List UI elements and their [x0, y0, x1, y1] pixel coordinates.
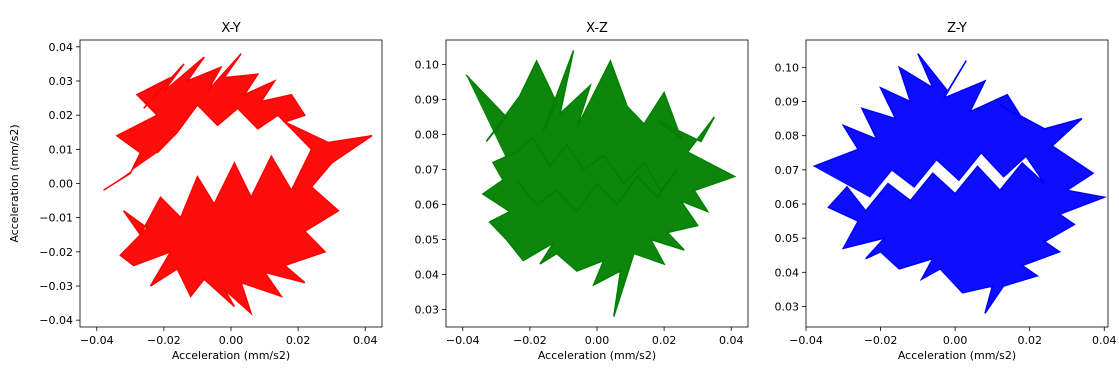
- x-tick-label: −0.02: [147, 334, 181, 347]
- y-tick-label: 0.08: [775, 130, 800, 143]
- y-tick-label: 0.09: [775, 96, 800, 109]
- series-0-core: [466, 50, 735, 317]
- y-tick-label: 0.04: [775, 266, 800, 279]
- y-tick-label: 0.04: [49, 41, 74, 54]
- y-tick-label: 0.05: [775, 232, 800, 245]
- x-tick-label: 0.04: [353, 334, 378, 347]
- x-tick-label: 0.04: [719, 334, 744, 347]
- x-tick-label: −0.04: [789, 334, 823, 347]
- y-tick-label: 0.03: [49, 75, 74, 88]
- y-tick-label: −0.02: [39, 246, 73, 259]
- x-tick-label: −0.04: [80, 334, 114, 347]
- x-tick-label: 0.04: [1092, 334, 1117, 347]
- y-tick-label: 0.01: [49, 143, 74, 156]
- chart-panel-z-y: −0.04 −0.02 0.00 0.02 0.04 0.03 0.04 0.05 0.06 0.…: [775, 21, 1117, 362]
- y-tick-label: 0.06: [415, 199, 440, 212]
- x-tick-label: 0.02: [1017, 334, 1042, 347]
- x-tick-label: −0.02: [513, 334, 547, 347]
- chart-title: Z-Y: [947, 21, 967, 36]
- series-0-core: [813, 53, 1105, 314]
- axes-frame: [805, 39, 1109, 328]
- x-tick-label: 0.00: [585, 334, 610, 347]
- y-tick-label: 0.05: [415, 234, 440, 247]
- y-tick-label: 0.07: [415, 164, 440, 177]
- y-tick-label: 0.02: [49, 109, 74, 122]
- y-axis-label: Acceleration (mm/s2): [8, 124, 21, 242]
- chart-title: X-Z: [586, 21, 608, 36]
- y-tick-label: 0.10: [415, 59, 440, 72]
- y-tick-label: 0.03: [415, 304, 440, 317]
- y-tick-label: −0.04: [39, 314, 73, 327]
- y-tick-label: 0.10: [775, 61, 800, 74]
- x-axis-label: Acceleration (mm/s2): [172, 349, 290, 362]
- y-tick-label: −0.03: [39, 280, 73, 293]
- y-tick-label: 0.08: [415, 129, 440, 142]
- x-tick-label: −0.02: [864, 334, 898, 347]
- x-tick-label: 0.02: [286, 334, 311, 347]
- y-tick-label: 0.09: [415, 94, 440, 107]
- series-0-line: [465, 50, 737, 317]
- y-tick-label: 0.04: [415, 269, 440, 282]
- series-0-line: [103, 53, 373, 316]
- y-tick-label: 0.00: [49, 178, 74, 191]
- y-tick-label: −0.01: [39, 212, 73, 225]
- chart-panel-x-y: −0.04 −0.02 0.00 0.02 0.04 −0.04 −0.03 −0.02 −0.…: [8, 21, 383, 362]
- x-tick-label: 0.00: [219, 334, 244, 347]
- y-tick-label: 0.03: [775, 301, 800, 314]
- series-0-core: [103, 53, 372, 314]
- y-tick-label: 0.07: [775, 164, 800, 177]
- x-tick-label: 0.00: [943, 334, 968, 347]
- series-0-line: [813, 53, 1108, 314]
- x-axis-label: Acceleration (mm/s2): [898, 349, 1016, 362]
- chart-panel-x-z: −0.04 −0.02 0.00 0.02 0.04 0.03 0.04 0.05 0.06 0.…: [415, 21, 749, 362]
- y-tick-label: 0.06: [775, 198, 800, 211]
- x-axis-label: Acceleration (mm/s2): [538, 349, 656, 362]
- x-tick-label: 0.02: [652, 334, 677, 347]
- chart-title: X-Y: [221, 21, 240, 36]
- x-tick-label: −0.04: [446, 334, 480, 347]
